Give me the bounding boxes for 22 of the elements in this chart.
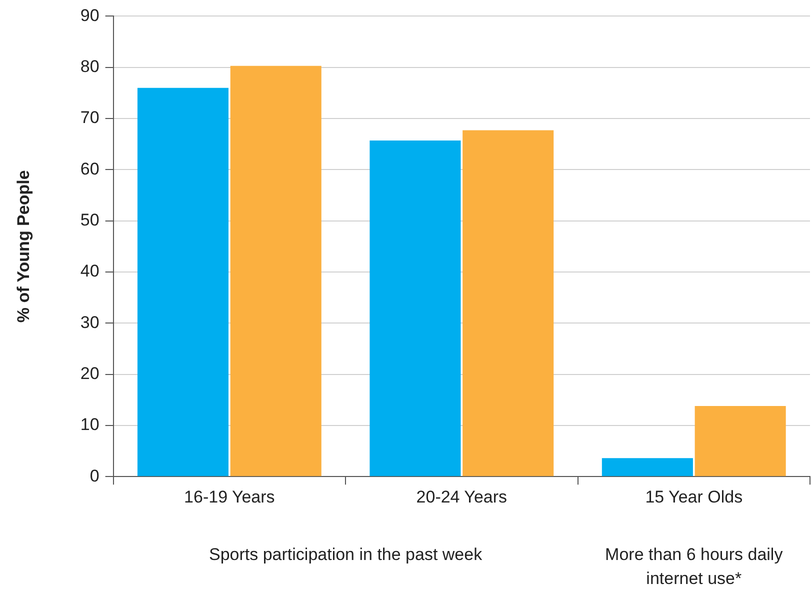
y-tick-label: 0 (90, 466, 100, 486)
bar (137, 88, 228, 476)
y-axis-title: % of Young People (14, 170, 33, 323)
bar (602, 458, 693, 476)
text: Sports participation in the past week (208, 545, 483, 564)
text: More than 6 hours daily internet use* (605, 545, 784, 588)
bar (694, 406, 786, 476)
bar (462, 130, 554, 476)
y-tick-label: 30 (80, 312, 100, 332)
x-tick-label: 20-24 Years (416, 487, 508, 506)
y-tick-label: 50 (80, 210, 100, 230)
bar (370, 140, 461, 476)
y-tick-label: 70 (80, 108, 100, 128)
y-tick-label: 90 (80, 6, 100, 25)
x-tick-label: 15 Year Olds (645, 487, 743, 506)
y-tick-label: 10 (80, 415, 100, 434)
y-tick-label: 60 (80, 159, 100, 178)
y-tick-label: 80 (80, 57, 100, 76)
bar (230, 66, 322, 476)
x-tick-label: 16-19 Years (184, 487, 275, 506)
y-tick-label: 40 (80, 262, 100, 281)
y-tick-label: 20 (80, 364, 100, 383)
